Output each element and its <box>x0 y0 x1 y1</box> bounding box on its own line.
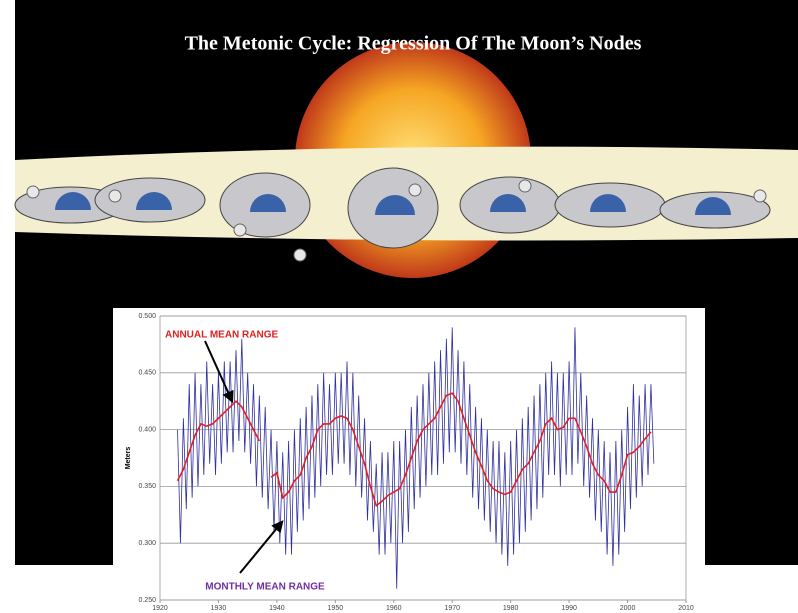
y-tick-label: 0.350 <box>138 483 156 490</box>
illustration-title: The Metonic Cycle: Regression Of The Moo… <box>185 33 642 55</box>
x-tick-label: 1990 <box>561 605 577 612</box>
x-tick-label: 1980 <box>503 605 519 612</box>
page: {"illustration": {"title": "The Metonic … <box>0 0 798 613</box>
x-tick-label: 1970 <box>444 605 460 612</box>
y-tick-label: 0.400 <box>138 426 156 433</box>
x-tick-label: 2000 <box>620 605 636 612</box>
x-tick-label: 1940 <box>269 605 285 612</box>
annotation: MONTHLY MEAN RANGE <box>205 582 325 593</box>
x-tick-label: 1960 <box>386 605 402 612</box>
x-tick-label: 1920 <box>152 605 168 612</box>
x-tick-label: 1930 <box>211 605 227 612</box>
annotation: ANNUAL MEAN RANGE <box>165 330 278 341</box>
canvas: The Metonic Cycle: Regression Of The Moo… <box>0 0 798 613</box>
y-axis-label: Meters <box>125 447 132 470</box>
y-tick-label: 0.300 <box>138 540 156 547</box>
y-tick-label: 0.500 <box>138 313 156 320</box>
y-tick-label: 0.250 <box>138 597 156 604</box>
y-tick-label: 0.450 <box>138 370 156 377</box>
x-tick-label: 2010 <box>678 605 694 612</box>
x-tick-label: 1950 <box>328 605 344 612</box>
